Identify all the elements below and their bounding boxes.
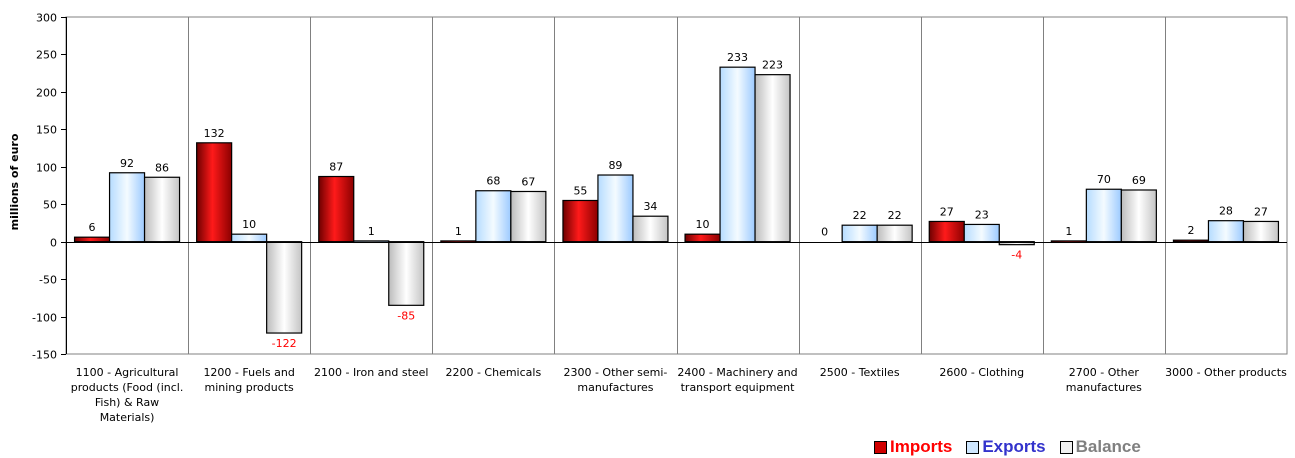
data-label-imports: 55 — [573, 184, 587, 197]
category-label: 3000 - Other products — [1165, 366, 1287, 379]
data-label-imports: 10 — [696, 218, 710, 231]
bar-balance — [1242, 220, 1280, 243]
data-label-exports: 22 — [853, 209, 867, 222]
bar-balance — [754, 74, 791, 243]
bar-exports — [1085, 188, 1122, 243]
bar-imports — [318, 175, 355, 243]
data-label-balance: 223 — [762, 59, 783, 72]
data-label-imports: 1 — [1065, 225, 1072, 238]
data-label-exports: 10 — [242, 218, 256, 231]
bar-imports — [1172, 239, 1210, 243]
data-labels-layer: 6 132 87 1 55 10 0 27 1 2 92 10 1 68 89 233 22 23 70 28 86 -1… — [89, 51, 1268, 350]
data-label-imports: 87 — [329, 161, 343, 174]
data-label-balance: 34 — [643, 200, 657, 213]
category-label: 1200 - Fuels and mining products — [203, 366, 294, 394]
bar-exports — [1207, 220, 1245, 243]
y-axis-title: millions of euro — [8, 133, 21, 230]
bar-exports — [963, 223, 1000, 243]
bar-balance — [510, 190, 547, 243]
data-label-balance: 86 — [155, 161, 169, 174]
legend-label-balance: Balance — [1075, 437, 1141, 456]
data-label-imports: 27 — [940, 205, 954, 218]
y-tick-label: 300 — [36, 12, 57, 25]
data-label-balance: 67 — [521, 175, 535, 188]
data-label-imports: 1 — [455, 225, 462, 238]
data-label-imports: 6 — [89, 221, 96, 234]
bar-balance — [876, 224, 913, 243]
data-label-balance: 69 — [1132, 174, 1146, 187]
bar-exports — [719, 66, 756, 243]
bar-exports — [231, 233, 268, 243]
bar-exports — [597, 174, 634, 243]
legend-item-balance: Balance — [1059, 437, 1141, 457]
data-label-exports: 23 — [975, 208, 989, 221]
bars-layer — [73, 66, 1280, 334]
y-tick-label: 50 — [43, 199, 57, 212]
category-label: 1100 - Agricultural products (Food (incl.… — [71, 366, 184, 424]
y-tick-label: -50 — [39, 274, 57, 287]
legend-label-exports: Exports — [982, 437, 1046, 456]
legend-swatch-imports — [874, 440, 887, 454]
category-label: 2700 - Other manufactures — [1066, 366, 1142, 394]
category-label: 2600 - Clothing — [939, 366, 1024, 379]
y-tick-label: 100 — [36, 162, 57, 175]
y-tick-label: -150 — [32, 349, 57, 362]
data-label-imports: 0 — [821, 226, 828, 239]
bar-balance — [388, 241, 425, 306]
data-label-exports: 233 — [727, 51, 748, 64]
bar-imports — [684, 233, 721, 243]
bar-exports — [108, 172, 146, 243]
y-tick-label: 250 — [36, 49, 57, 62]
y-tick-label: 0 — [50, 237, 57, 250]
legend: Imports Exports Balance — [874, 436, 1141, 458]
data-label-imports: 2 — [1187, 224, 1194, 237]
legend-swatch-exports — [966, 440, 980, 454]
category-label: 2500 - Textiles — [820, 366, 900, 379]
data-label-balance: -85 — [397, 309, 415, 322]
legend-swatch-balance — [1059, 440, 1073, 454]
data-label-imports: 132 — [204, 127, 225, 140]
category-label: 2300 - Other semi-manufactures — [563, 366, 667, 394]
y-tick-label: -100 — [32, 312, 57, 325]
bar-balance — [998, 241, 1035, 246]
y-tick-label: 150 — [36, 124, 57, 137]
bar-balance — [1120, 189, 1157, 243]
grid-layer — [65, 16, 1288, 355]
bar-imports — [562, 199, 599, 243]
data-label-balance: 27 — [1254, 205, 1268, 218]
legend-label-imports: Imports — [890, 437, 953, 456]
data-label-exports: 1 — [368, 225, 375, 238]
data-label-exports: 28 — [1219, 205, 1233, 218]
bar-balance — [143, 176, 181, 243]
bar-imports — [196, 142, 233, 243]
category-label: 2400 - Machinery and transport equipment — [677, 366, 797, 394]
data-label-exports: 89 — [608, 159, 622, 172]
bar-imports — [73, 236, 111, 243]
y-tick-label: 200 — [36, 87, 57, 100]
data-label-balance: 22 — [888, 209, 902, 222]
bar-exports — [841, 224, 878, 243]
bar-balance — [632, 215, 669, 243]
data-label-balance: -4 — [1011, 249, 1022, 262]
bar-imports — [928, 220, 965, 243]
bar-balance — [266, 241, 303, 334]
data-label-exports: 68 — [486, 175, 500, 188]
legend-item-exports: Exports — [966, 437, 1046, 457]
data-label-balance: -122 — [272, 337, 297, 350]
data-label-exports: 92 — [120, 157, 134, 170]
bar-exports — [475, 190, 512, 243]
category-label: 2100 - Iron and steel — [314, 366, 429, 379]
legend-item-imports: Imports — [874, 437, 952, 457]
data-label-exports: 70 — [1097, 173, 1111, 186]
category-label: 2200 - Chemicals — [445, 366, 541, 379]
